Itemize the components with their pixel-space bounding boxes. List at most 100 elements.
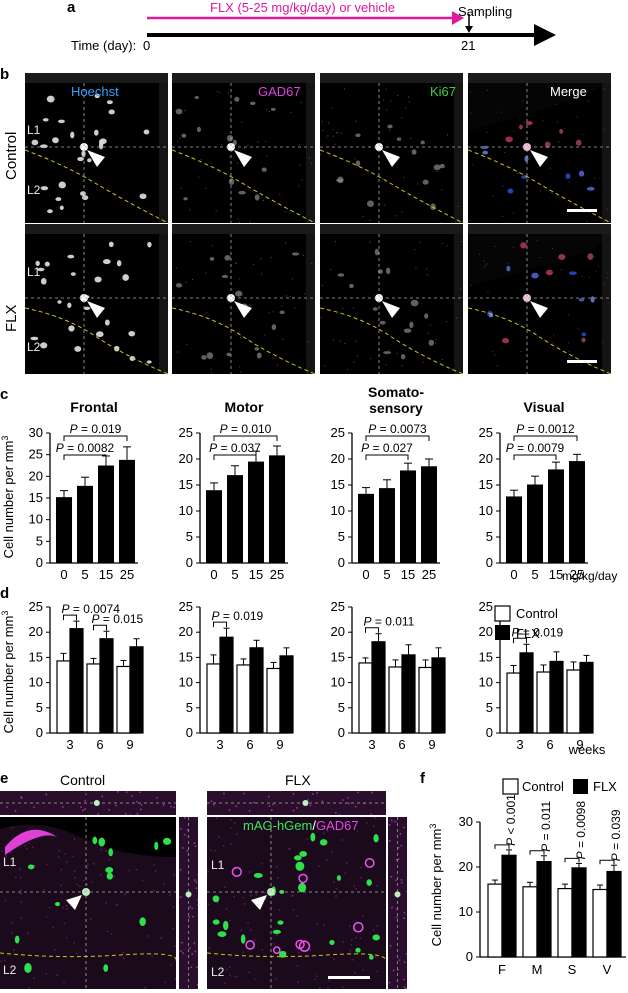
magenta-speckle: [144, 986, 146, 989]
y-tick-label: 25: [331, 425, 345, 440]
cell-nucleus: [482, 150, 489, 155]
speckle: [217, 90, 219, 92]
stain-magenta-label: GAD67: [315, 818, 359, 833]
speckle: [261, 273, 263, 275]
speckle: [581, 275, 583, 277]
panel-e-layer-label: L1: [3, 855, 17, 869]
magenta-speckle: [328, 979, 330, 982]
magenta-speckle: [396, 916, 398, 919]
magenta-speckle: [346, 862, 348, 864]
magenta-speckle: [82, 809, 84, 812]
magenta-speckle: [354, 805, 357, 808]
magenta-speckle: [108, 808, 111, 811]
magenta-speckle: [19, 868, 22, 871]
p-value-label: P = 0.0098: [574, 801, 588, 860]
chart-title: Visual: [524, 399, 565, 415]
magenta-speckle: [154, 869, 157, 872]
speckle: [588, 276, 590, 278]
magenta-speckle: [117, 791, 119, 793]
magenta-speckle: [66, 861, 68, 863]
speckle: [430, 324, 432, 326]
micrograph-flx: [207, 817, 386, 989]
y-tick-label: 30: [29, 425, 43, 440]
panel-e-label: e: [0, 770, 9, 787]
magenta-speckle: [146, 935, 149, 937]
cell-nucleus: [108, 241, 114, 248]
speckle: [500, 164, 502, 166]
magenta-speckle: [246, 828, 249, 831]
chart-title: Frontal: [70, 399, 117, 415]
magenta-speckle: [221, 867, 224, 870]
speckle: [239, 366, 241, 368]
green-cell: [106, 872, 113, 880]
speckle: [552, 248, 554, 250]
micrograph-flx-ki67: [320, 224, 463, 374]
magenta-speckle: [233, 895, 235, 898]
cell-nucleus: [372, 307, 378, 311]
speckle: [294, 307, 296, 309]
day-end: 21: [461, 38, 476, 53]
speckle: [298, 144, 300, 146]
cell-nucleus: [35, 260, 40, 267]
green-cell: [54, 902, 61, 907]
background: [25, 83, 159, 131]
p-value-label: P = 0.0073: [368, 422, 427, 436]
magenta-speckle: [291, 895, 293, 897]
speckle: [557, 121, 559, 123]
cell-nucleus: [256, 352, 262, 359]
speckle: [381, 178, 383, 180]
magenta-speckle: [85, 793, 87, 795]
speckle: [369, 241, 371, 243]
magenta-speckle: [128, 869, 130, 872]
speckle: [332, 135, 334, 137]
magenta-speckle: [335, 895, 337, 897]
comparison-bracket: [213, 435, 278, 441]
green-cell: [253, 873, 263, 878]
x-tick-label: 3: [66, 737, 73, 752]
bar-flx: [501, 854, 517, 958]
magenta-speckle: [362, 969, 365, 971]
magenta-speckle: [192, 915, 194, 918]
chart-title: sensory: [369, 400, 423, 416]
speckle: [576, 116, 578, 118]
comparison-bracket: [365, 627, 379, 633]
bar-flx: [129, 646, 144, 734]
speckle: [487, 290, 489, 292]
cell-nucleus: [147, 241, 152, 248]
magenta-speckle: [4, 959, 6, 962]
magenta-speckle: [26, 932, 29, 934]
speckle: [324, 365, 326, 367]
micrograph-control-gad67: [172, 73, 315, 223]
magenta-speckle: [372, 825, 375, 828]
speckle: [307, 341, 309, 343]
magenta-speckle: [122, 951, 125, 954]
x-tick-label: 25: [422, 567, 436, 582]
magenta-speckle: [193, 842, 196, 844]
cell-nucleus: [226, 134, 234, 142]
magenta-speckle: [173, 945, 176, 947]
speckle: [483, 266, 485, 268]
magenta-speckle: [376, 885, 378, 887]
magenta-speckle: [342, 799, 344, 801]
speckle: [237, 218, 239, 220]
magenta-speckle: [73, 870, 76, 873]
magenta-speckle: [392, 969, 395, 972]
speckle: [419, 241, 421, 243]
x-tick-label: 0: [210, 567, 217, 582]
panel-d-label: d: [0, 585, 10, 602]
y-tick-label: 20: [459, 859, 473, 874]
bar-flx: [431, 657, 446, 734]
magenta-speckle: [106, 930, 109, 933]
magenta-speckle: [224, 886, 226, 889]
speckle: [215, 210, 217, 212]
green-cell: [108, 848, 114, 857]
green-cell: [277, 920, 284, 925]
panel-e-title-flx: FLX: [285, 772, 311, 788]
speckle: [574, 205, 576, 207]
speckle: [238, 221, 240, 223]
speckle: [504, 152, 506, 154]
magenta-speckle: [64, 853, 67, 855]
magenta-speckle: [194, 879, 196, 881]
micrograph-flx-merge: [468, 224, 611, 374]
magenta-speckle: [72, 855, 74, 858]
